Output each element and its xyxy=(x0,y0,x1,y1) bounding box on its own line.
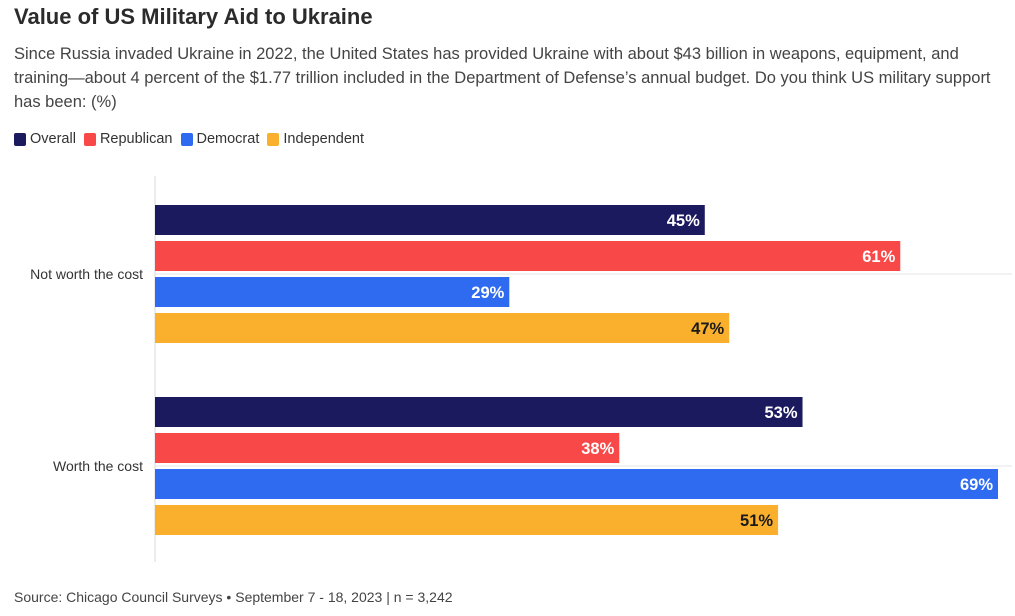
bar-overall xyxy=(155,397,803,427)
data-label-democrat: 29% xyxy=(471,284,504,302)
legend-swatch-overall xyxy=(14,132,26,146)
bar-republican xyxy=(155,241,901,271)
data-label-overall: 53% xyxy=(764,404,797,422)
legend-item-overall[interactable]: Overall xyxy=(14,131,76,147)
legend-item-democrat[interactable]: Democrat xyxy=(180,131,260,147)
data-label-independent: 51% xyxy=(740,512,773,530)
legend-swatch-independent xyxy=(267,132,280,146)
legend: Overall Republican Democrat Independent xyxy=(14,131,364,147)
data-label-overall: 45% xyxy=(667,212,700,230)
category-label: Not worth the cost xyxy=(30,266,143,282)
bar-republican xyxy=(155,433,620,463)
data-label-republican: 38% xyxy=(581,440,614,458)
bar-democrat xyxy=(155,469,998,499)
legend-label-republican: Republican xyxy=(99,131,173,147)
legend-swatch-republican xyxy=(83,132,96,146)
bar-democrat xyxy=(155,277,510,307)
legend-label-democrat: Democrat xyxy=(196,131,260,147)
data-label-republican: 61% xyxy=(862,248,895,266)
source-note: Source: Chicago Council Surveys • Septem… xyxy=(14,589,453,605)
data-label-independent: 47% xyxy=(691,320,724,338)
chart-subtitle: Since Russia invaded Ukraine in 2022, th… xyxy=(14,45,991,111)
category-label: Worth the cost xyxy=(53,458,143,474)
legend-label-overall: Overall xyxy=(30,131,76,147)
chart-title: Value of US Military Aid to Ukraine xyxy=(14,4,373,29)
bar-independent xyxy=(155,313,730,343)
legend-label-independent: Independent xyxy=(283,131,364,147)
bar-independent xyxy=(155,505,779,535)
legend-swatch-democrat xyxy=(180,132,193,146)
legend-item-independent[interactable]: Independent xyxy=(267,131,364,147)
legend-item-republican[interactable]: Republican xyxy=(83,131,173,147)
bar-overall xyxy=(155,205,705,235)
data-label-democrat: 69% xyxy=(960,476,993,494)
